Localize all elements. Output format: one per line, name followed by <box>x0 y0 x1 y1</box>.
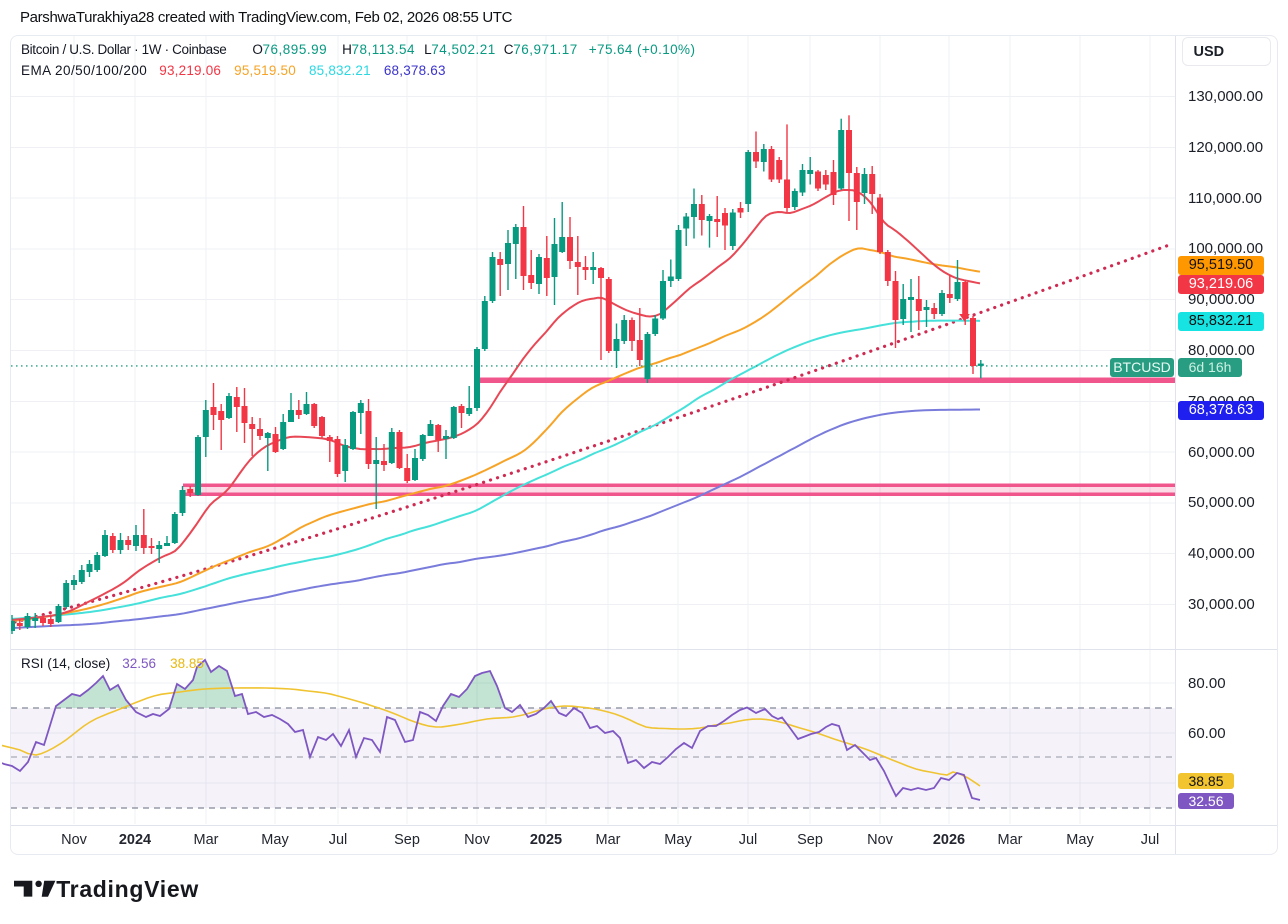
svg-text:TradingView: TradingView <box>56 876 199 902</box>
